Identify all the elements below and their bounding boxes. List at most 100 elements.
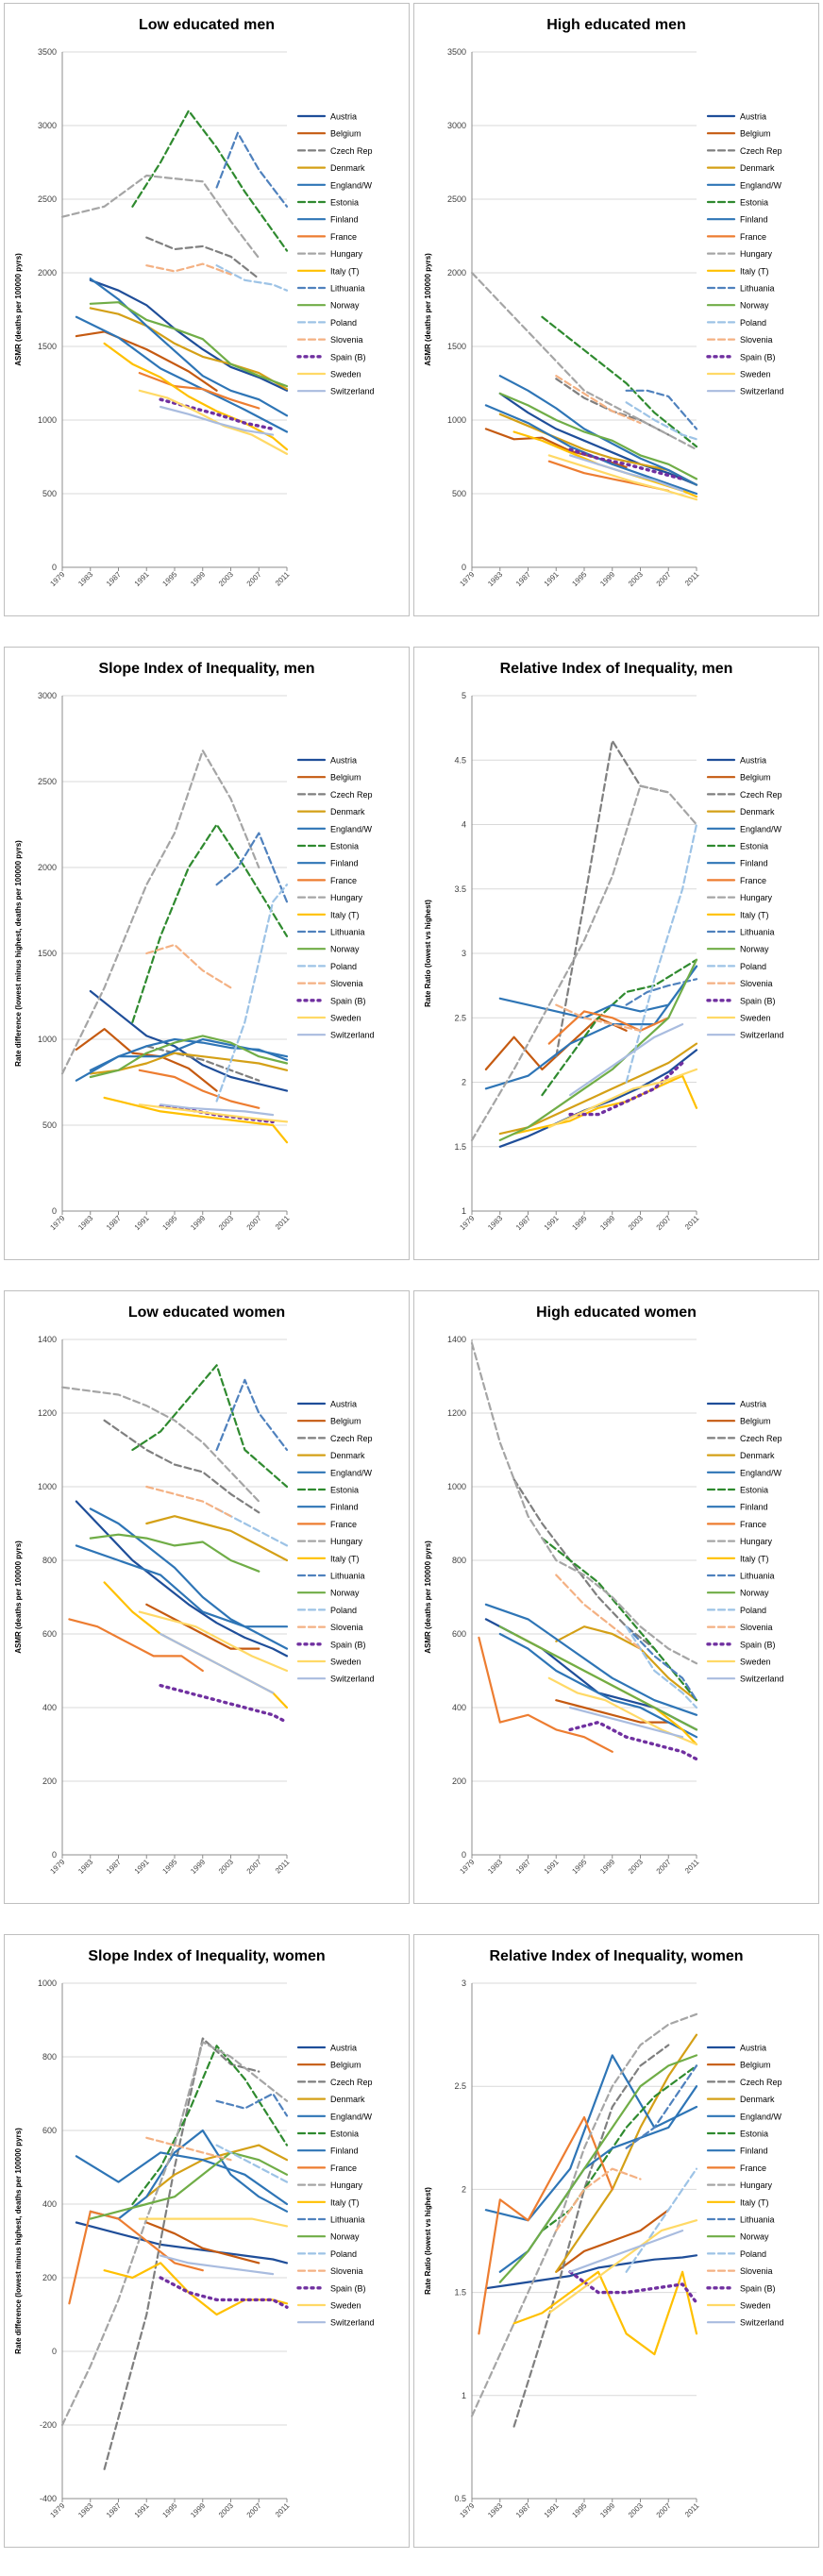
series-line <box>75 315 289 433</box>
legend-label: Finland <box>740 215 768 225</box>
y-tick-label: 4.5 <box>454 755 466 765</box>
legend-label: Switzerland <box>330 1031 375 1040</box>
legend-label: Sweden <box>330 370 361 379</box>
series-line <box>160 405 275 436</box>
series-line <box>625 401 698 441</box>
y-tick-label: 3500 <box>447 47 466 57</box>
y-tick-label: -200 <box>40 2420 57 2430</box>
y-tick-label: 0 <box>462 563 466 572</box>
legend-label: France <box>740 2164 766 2173</box>
series-line <box>75 330 218 392</box>
series-line <box>215 264 289 292</box>
y-tick-label: 1400 <box>38 1335 57 1344</box>
legend-label: England/W <box>740 180 782 190</box>
y-axis-label: ASMR (deaths per 100000 pyrs) <box>14 1541 23 1654</box>
y-axis-label: Rate difference (lowest minus highest, d… <box>14 840 23 1067</box>
y-tick-label: 3 <box>462 949 466 958</box>
series-line <box>555 2209 670 2273</box>
series-line <box>75 1544 289 1628</box>
legend-label: Norway <box>330 1589 360 1598</box>
series-line <box>103 1419 260 1514</box>
series-group <box>60 749 289 1144</box>
series-line <box>625 389 698 430</box>
legend-label: Slovenia <box>740 979 773 988</box>
series-line <box>625 1625 698 1709</box>
series-line <box>89 278 289 417</box>
legend-label: Switzerland <box>740 1031 784 1040</box>
series-line <box>555 1699 670 1724</box>
legend-label: Hungary <box>330 249 363 259</box>
legend-label: England/W <box>330 1468 373 1477</box>
legend-label: Lithuania <box>330 2215 365 2225</box>
y-tick-label: 1200 <box>38 1408 57 1418</box>
series-line <box>555 1574 642 1650</box>
series-line <box>159 2276 289 2309</box>
y-tick-label: 2500 <box>447 194 466 204</box>
legend-label: Austria <box>330 1400 357 1409</box>
series-line <box>145 2221 260 2265</box>
legend-label: Spain (B) <box>330 352 366 362</box>
series-line <box>625 1625 698 1702</box>
series-line <box>569 1706 684 1739</box>
legend: Austria Belgium Czech Rep Denmark England/W E… <box>296 1400 375 1684</box>
legend-label: Norway <box>740 301 769 311</box>
y-tick-label: 3000 <box>38 691 57 700</box>
legend-label: Sweden <box>740 2301 771 2311</box>
legend-label: Italy (T) <box>740 266 769 276</box>
y-tick-label: -400 <box>40 2494 57 2503</box>
series-line <box>498 1632 698 1739</box>
legend-label: Switzerland <box>330 1675 375 1684</box>
legend-label: Spain (B) <box>740 996 776 1005</box>
legend: Austria Belgium Czech Rep Denmark England/W E… <box>296 756 375 1040</box>
y-tick-label: 3500 <box>38 47 57 57</box>
legend: Austria Belgium Czech Rep Denmark England/W E… <box>706 756 784 1040</box>
y-tick-label: 800 <box>42 1556 57 1565</box>
y-tick-label: 0 <box>52 563 57 572</box>
legend-label: Norway <box>740 1589 769 1598</box>
y-tick-label: 0.5 <box>454 2494 466 2503</box>
series-line <box>145 2136 232 2162</box>
chart-panel: Relative Index of Inequality, women 0.5 1 1… <box>413 1934 819 2548</box>
series-line <box>470 1341 698 1665</box>
series-line <box>625 2064 698 2149</box>
y-tick-label: 3000 <box>38 121 57 130</box>
legend-label: Finland <box>330 859 359 868</box>
series-line <box>215 884 289 1103</box>
series-line <box>89 1533 260 1573</box>
legend-label: Slovenia <box>330 979 363 988</box>
series-line <box>470 271 698 451</box>
legend-label: England/W <box>330 180 373 190</box>
series-line <box>68 2210 204 2305</box>
y-axis-label: ASMR (deaths per 100000 pyrs) <box>14 253 23 366</box>
series-line <box>89 2129 289 2220</box>
legend-label: Poland <box>740 962 766 971</box>
legend-label: Finland <box>330 215 359 225</box>
chart-svg: High educated men 0 500 1000 1500 2000 2500 300… <box>413 3 819 616</box>
y-tick-label: 2000 <box>447 268 466 278</box>
legend-label: Switzerland <box>740 387 784 396</box>
y-tick-label: 0 <box>52 1850 57 1860</box>
legend-label: Denmark <box>330 1451 365 1460</box>
y-tick-label: 2500 <box>38 777 57 786</box>
series-line <box>145 1603 260 1650</box>
y-tick-label: 1000 <box>38 1035 57 1044</box>
legend-label: Switzerland <box>330 387 375 396</box>
legend-label: Denmark <box>330 807 365 817</box>
legend-label: England/W <box>740 2112 782 2121</box>
legend-label: Sweden <box>330 2301 361 2311</box>
legend-label: Belgium <box>330 773 361 783</box>
legend-label: Spain (B) <box>330 1640 366 1649</box>
series-line <box>625 2167 698 2273</box>
y-tick-label: 0 <box>52 2347 57 2356</box>
chart-panel: Relative Index of Inequality, men 1 1.5 2 2.… <box>413 647 819 1260</box>
legend-label: Switzerland <box>740 2318 784 2328</box>
legend-label: Norway <box>330 2232 360 2242</box>
series-line <box>60 174 260 260</box>
y-tick-label: 500 <box>452 489 466 498</box>
legend-label: Czech Rep <box>740 2078 782 2087</box>
series-line <box>160 2254 275 2276</box>
series-line <box>484 965 698 1090</box>
series-line <box>484 1603 698 1716</box>
chart-panel: Low educated women 0 200 400 600 800 1000 1200 1… <box>4 1290 410 1904</box>
chart-panel: Low educated men 0 500 1000 1500 2000 2500 3000… <box>4 3 410 616</box>
